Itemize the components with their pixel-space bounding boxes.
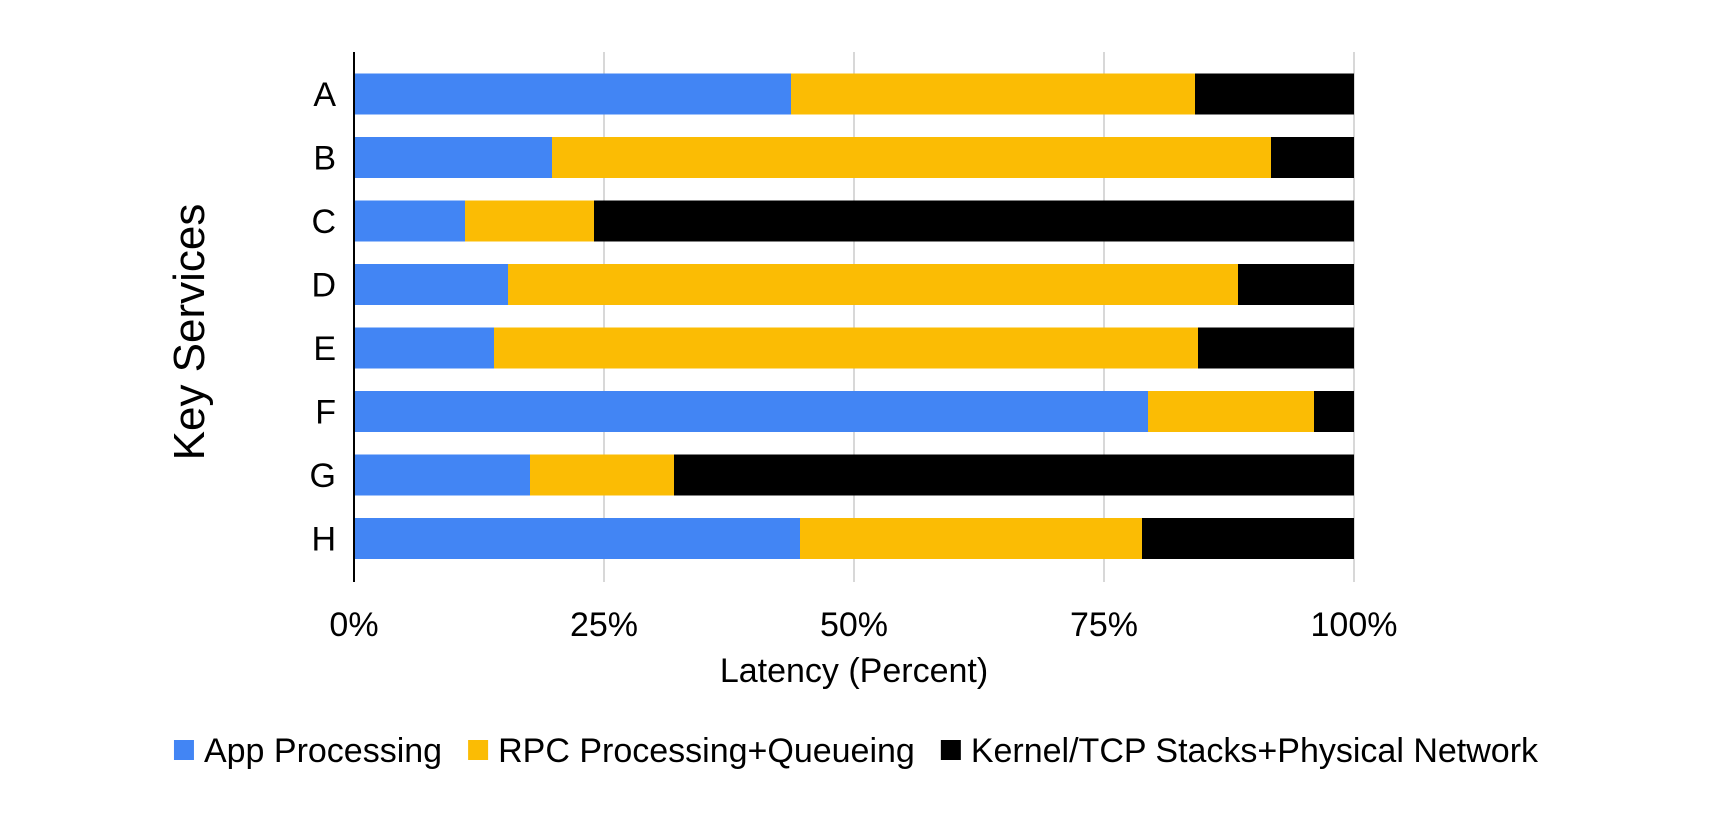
legend-label: App Processing bbox=[204, 732, 442, 770]
bar-f-series-2 bbox=[1148, 391, 1314, 432]
legend-swatch bbox=[940, 740, 961, 760]
x-axis-title: Latency (Percent) bbox=[720, 652, 988, 690]
bar-h-series-3 bbox=[1142, 518, 1354, 559]
bar-d-series-1 bbox=[354, 264, 508, 305]
bar-a-series-2 bbox=[791, 73, 1195, 115]
bar-h-series-1 bbox=[354, 518, 800, 559]
legend-swatch bbox=[173, 740, 194, 760]
bar-c-series-1 bbox=[354, 200, 465, 242]
bar-b-series-2 bbox=[552, 137, 1271, 178]
legend: App Processing RPC Processing+Queueing Ker… bbox=[173, 732, 1539, 770]
x-tick-label: 50% bbox=[820, 606, 888, 644]
gridlines bbox=[603, 52, 1355, 582]
y-axis-title: Key Services bbox=[165, 204, 214, 461]
bar-h-series-2 bbox=[800, 518, 1142, 559]
x-tick-label: 0% bbox=[329, 606, 378, 644]
bar-e-series-3 bbox=[1198, 327, 1354, 369]
bar-e-series-1 bbox=[354, 327, 494, 369]
bar-f-series-1 bbox=[354, 391, 1148, 432]
bar-b-series-1 bbox=[354, 137, 552, 178]
bar-c-series-3 bbox=[594, 200, 1354, 242]
y-tick-label: C bbox=[311, 203, 336, 241]
y-tick-label: A bbox=[313, 76, 336, 114]
bar-c-series-2 bbox=[465, 200, 594, 242]
x-tick-label: 75% bbox=[1070, 606, 1138, 644]
x-tick-label: 25% bbox=[570, 606, 638, 644]
bar-f-series-3 bbox=[1314, 391, 1354, 432]
bar-e-series-2 bbox=[494, 327, 1198, 369]
x-tick-label: 100% bbox=[1311, 606, 1398, 644]
bar-g-series-1 bbox=[354, 454, 530, 496]
y-tick-label: H bbox=[311, 521, 336, 559]
y-tick-label: E bbox=[313, 330, 336, 368]
legend-label: RPC Processing+Queueing bbox=[498, 732, 915, 770]
x-tick-labels: 0% 25% 50% 75% 100% bbox=[329, 606, 1397, 644]
bars bbox=[354, 73, 1354, 559]
bar-d-series-2 bbox=[508, 264, 1238, 305]
bar-d-series-3 bbox=[1238, 264, 1354, 305]
bar-g-series-2 bbox=[530, 454, 674, 496]
bar-a-series-1 bbox=[354, 73, 791, 115]
legend-swatch bbox=[468, 740, 489, 760]
y-tick-label: B bbox=[313, 140, 336, 178]
y-tick-label: G bbox=[310, 457, 336, 495]
legend-label: Kernel/TCP Stacks+Physical Network bbox=[971, 732, 1539, 770]
bar-b-series-3 bbox=[1271, 137, 1354, 178]
y-tick-label: F bbox=[315, 394, 336, 432]
bar-a-series-3 bbox=[1195, 73, 1354, 115]
bar-g-series-3 bbox=[674, 454, 1354, 496]
y-tick-label: D bbox=[311, 267, 336, 305]
